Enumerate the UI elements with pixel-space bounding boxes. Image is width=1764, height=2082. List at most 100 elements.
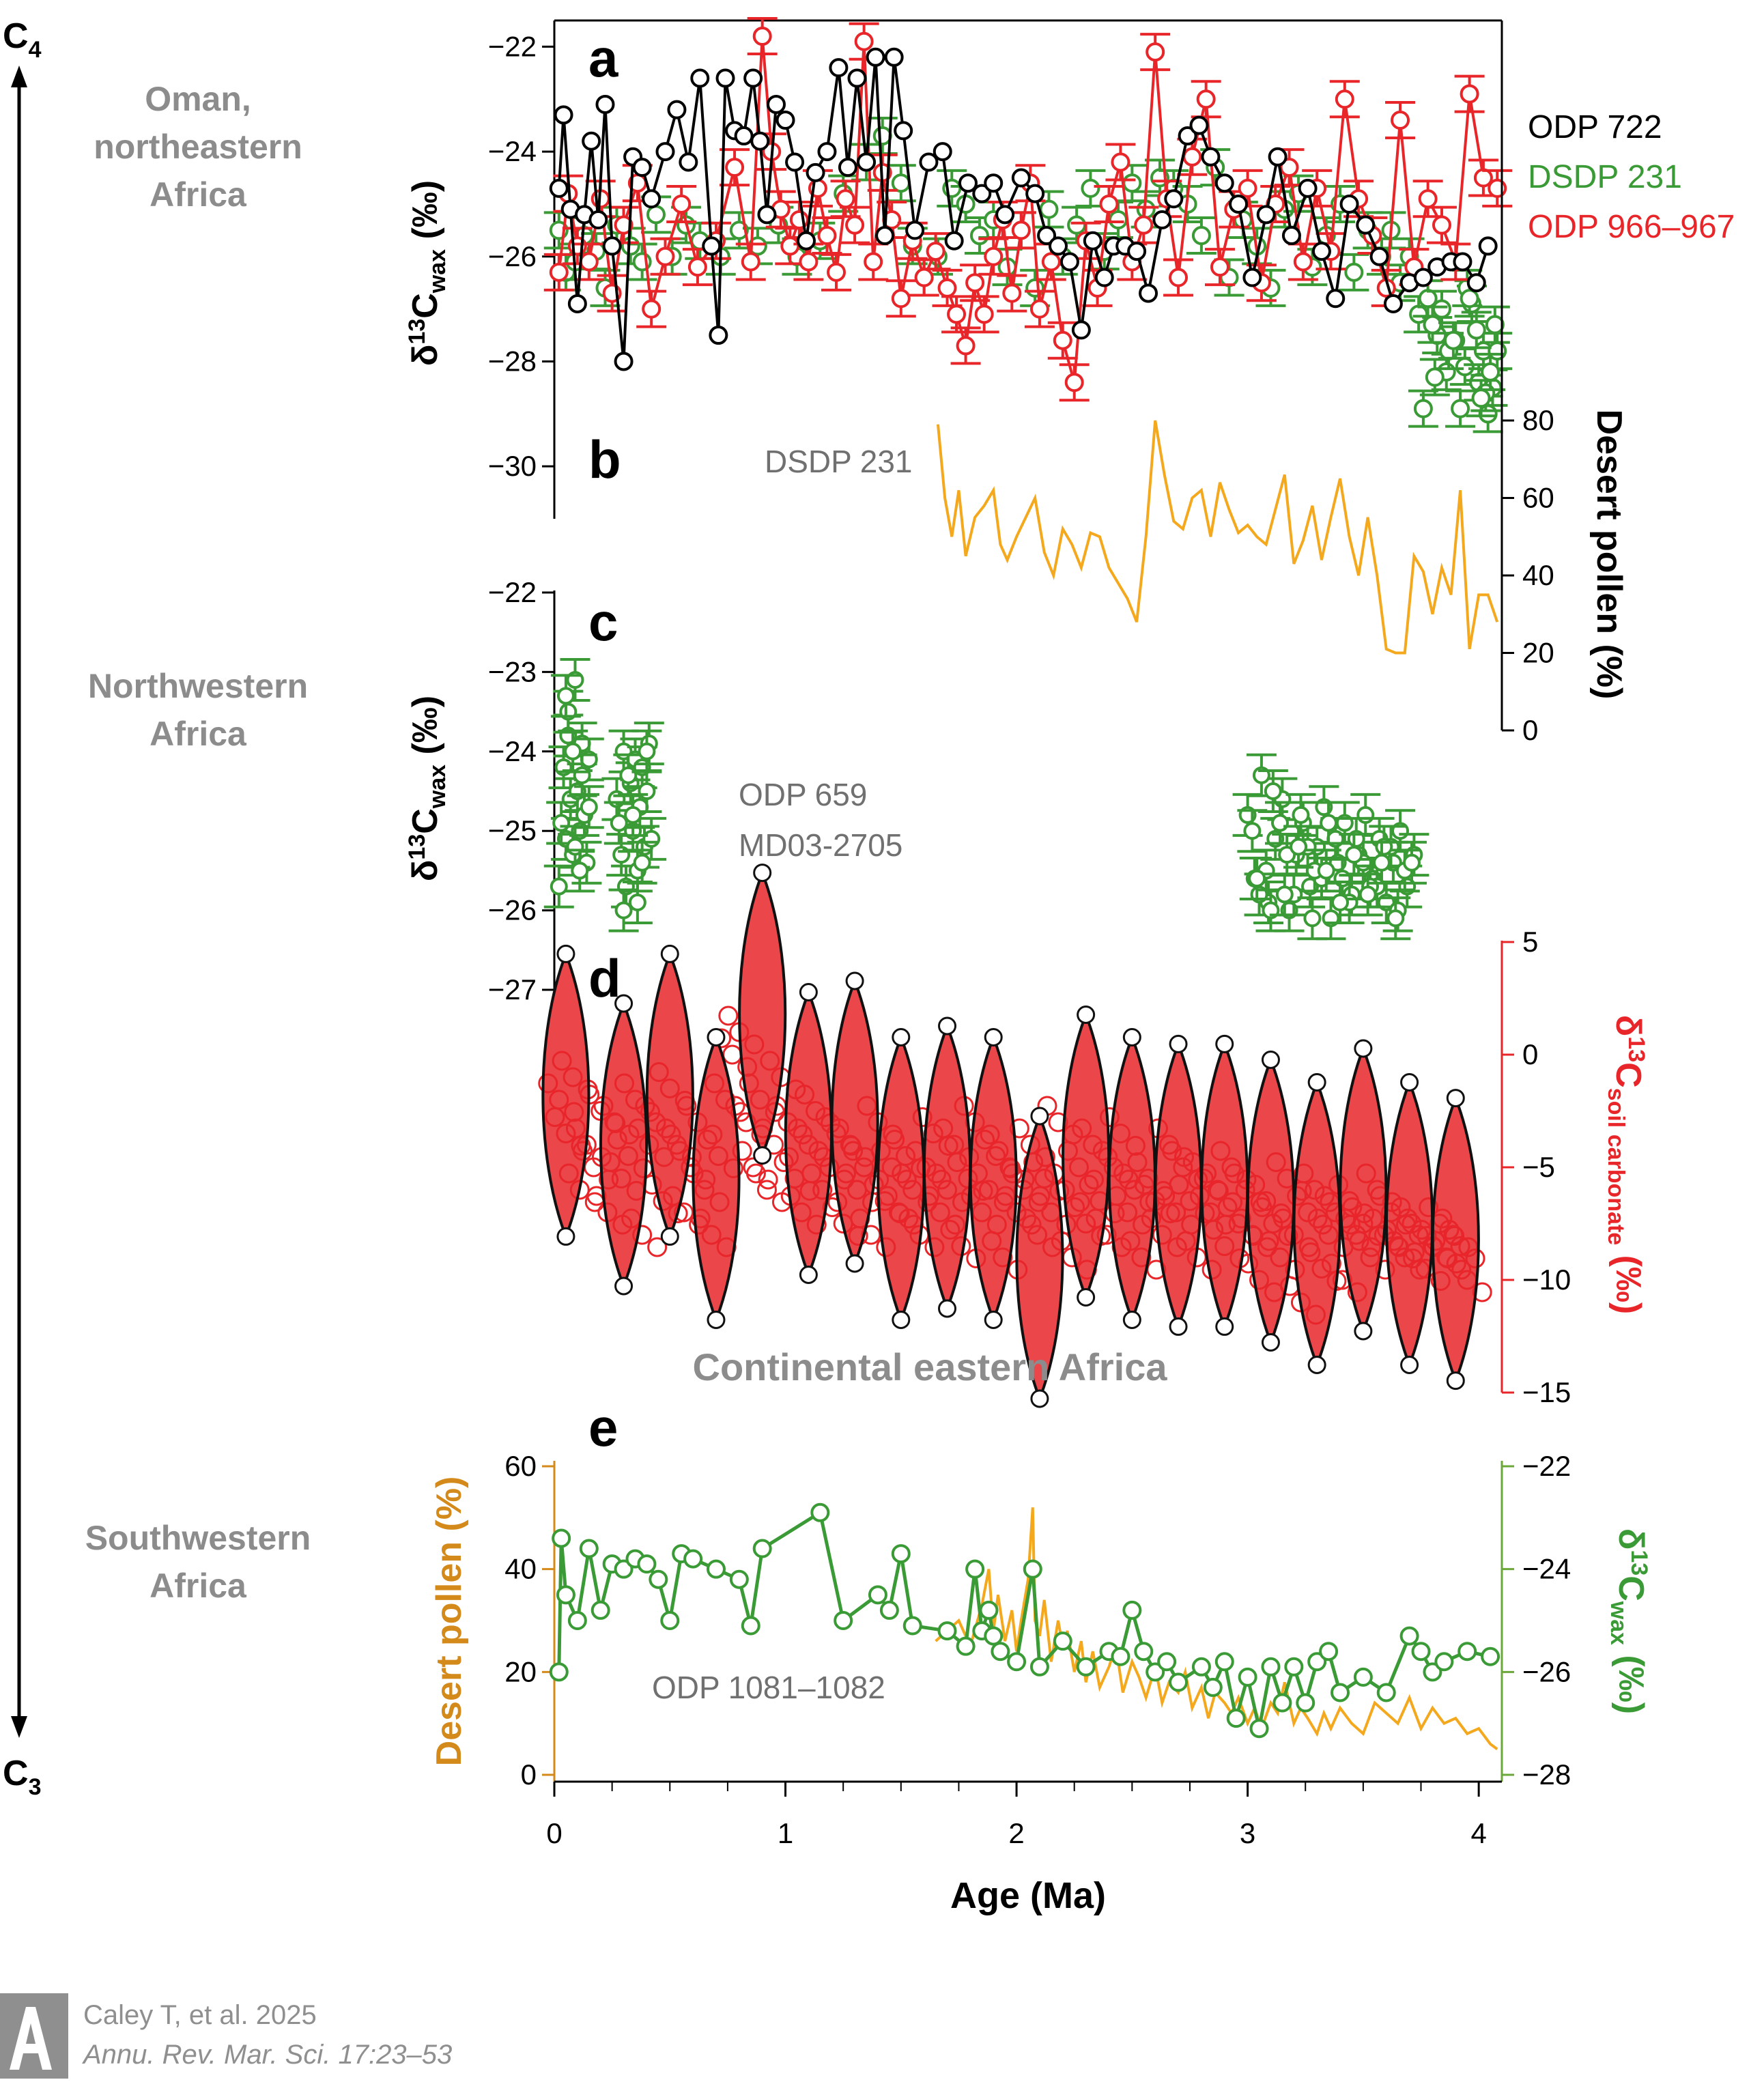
data-point-a-2	[725, 158, 745, 177]
data-point-e	[1261, 1657, 1281, 1677]
x-tick-label: 4	[1470, 1817, 1486, 1849]
panel-e-left-y-tick-label: 20	[504, 1655, 537, 1687]
data-point-e	[1331, 1683, 1350, 1702]
data-point-e	[879, 1600, 899, 1620]
desert-pollen-line-e	[935, 1507, 1498, 1750]
violin-shape	[969, 1033, 1018, 1324]
data-point-a-0	[857, 152, 877, 172]
data-point-a-1	[1191, 226, 1211, 246]
data-point-a-1	[1466, 320, 1486, 340]
soil-point	[722, 1044, 743, 1065]
soil-point	[758, 1169, 778, 1190]
data-point-a-1	[1039, 199, 1059, 219]
region-sw-line1: Southwestern	[85, 1519, 311, 1557]
data-point-a-2	[780, 236, 800, 256]
x-axis-label: Age (Ma)	[950, 1875, 1106, 1916]
data-point-a-1	[1423, 315, 1442, 334]
data-point-e	[1353, 1667, 1373, 1687]
violin-min-point	[660, 1227, 679, 1246]
violin-max-point	[938, 1016, 957, 1036]
panel-e-left-y-tick-label: 40	[504, 1553, 537, 1585]
panel-c-annotation-1: ODP 659	[739, 777, 867, 812]
legend-dsdp-231: DSDP 231	[1528, 159, 1682, 195]
data-point-c	[633, 853, 651, 872]
data-point-e	[1169, 1672, 1189, 1692]
data-point-a-2	[891, 289, 911, 309]
data-point-c	[552, 814, 571, 832]
data-point-c	[1358, 885, 1377, 904]
data-point-a-2	[1029, 299, 1049, 319]
data-point-a-2	[1238, 178, 1257, 198]
panel-a: −22 −24 −26 −28 −30 δ13Cwax (‰) ODP 722 DSDP…	[404, 17, 1735, 519]
data-point-a-2	[1053, 330, 1072, 350]
data-point-a-0	[1229, 194, 1249, 214]
data-point-a-2	[1196, 89, 1216, 109]
panel-e-annotation: ODP 1081–1082	[652, 1670, 885, 1705]
panel-letters: a b c d e	[588, 28, 621, 1457]
data-point-a-1	[1344, 262, 1364, 282]
violin-max-point	[984, 1028, 1003, 1046]
panel-c-annotation-2: MD03-2705	[739, 827, 902, 863]
data-point-c	[571, 861, 589, 880]
panel-b-marks	[936, 420, 1499, 655]
violin-shape	[830, 977, 879, 1268]
panel-c-y-tick-label: −26	[488, 894, 537, 926]
panel-b-y-tick-label: 60	[1522, 482, 1554, 514]
violin-min-point	[1446, 1371, 1465, 1391]
annual-reviews-logo-icon	[0, 1993, 68, 2079]
data-point-a-1	[1443, 330, 1463, 350]
violin-min-point	[892, 1311, 911, 1329]
data-point-a-2	[1432, 215, 1451, 235]
data-point-a-1	[969, 226, 989, 246]
data-point-e	[579, 1539, 599, 1558]
violin-min-point	[1215, 1317, 1234, 1336]
c4-label: C4	[3, 16, 42, 63]
data-point-c	[1320, 814, 1338, 832]
panel-e-right-y-tick-label: −26	[1522, 1655, 1571, 1687]
data-point-e	[1399, 1626, 1419, 1646]
data-point-e	[552, 1528, 571, 1548]
panel-c-y-tick-label: −25	[488, 814, 537, 846]
data-point-e	[1284, 1657, 1304, 1677]
data-point-c	[614, 901, 633, 919]
data-point-a-2	[1064, 373, 1084, 393]
data-point-c	[1303, 909, 1322, 928]
data-point-e	[637, 1554, 657, 1574]
violin-shape	[1385, 1078, 1434, 1369]
violin-max-point	[753, 864, 772, 883]
data-point-a-0	[1178, 126, 1197, 146]
panel-label-d: d	[588, 948, 621, 1008]
data-point-c	[610, 814, 628, 832]
violin-max-point	[556, 944, 575, 963]
violin-min-point	[556, 1227, 575, 1246]
data-point-a-0	[702, 236, 722, 256]
data-point-a-0	[1453, 252, 1473, 272]
panel-c-y-tick-label: −23	[488, 655, 537, 687]
data-point-e	[810, 1502, 830, 1522]
data-point-c	[642, 829, 661, 848]
data-point-c	[619, 766, 638, 784]
data-point-a-0	[595, 94, 615, 114]
data-point-a-2	[1099, 194, 1119, 214]
panel-b-y-tick-label: 40	[1522, 559, 1554, 591]
data-point-e	[1191, 1657, 1211, 1677]
data-point-a-0	[667, 100, 687, 119]
data-point-a-2	[926, 242, 945, 261]
violin-shape	[784, 988, 833, 1279]
panel-d-y-tick-label: −15	[1522, 1376, 1571, 1408]
data-point-c	[628, 893, 646, 911]
data-point-e	[1296, 1693, 1315, 1713]
data-point-a-0	[958, 173, 978, 193]
data-point-e	[1122, 1600, 1142, 1620]
panel-d-y-ticks: 5 0 −5 −10 −15	[1502, 926, 1571, 1408]
data-point-a-0	[1281, 226, 1301, 246]
violin-min-point	[1400, 1356, 1419, 1374]
data-point-a-2	[579, 252, 599, 272]
panel-a-y-tick-label: −28	[488, 345, 537, 377]
data-point-a-0	[679, 152, 698, 172]
data-point-e	[556, 1585, 575, 1605]
data-point-a-1	[1067, 215, 1087, 235]
data-point-e	[834, 1611, 853, 1630]
data-point-e	[1423, 1662, 1442, 1682]
panel-b-y-tick-label: 80	[1522, 404, 1554, 436]
